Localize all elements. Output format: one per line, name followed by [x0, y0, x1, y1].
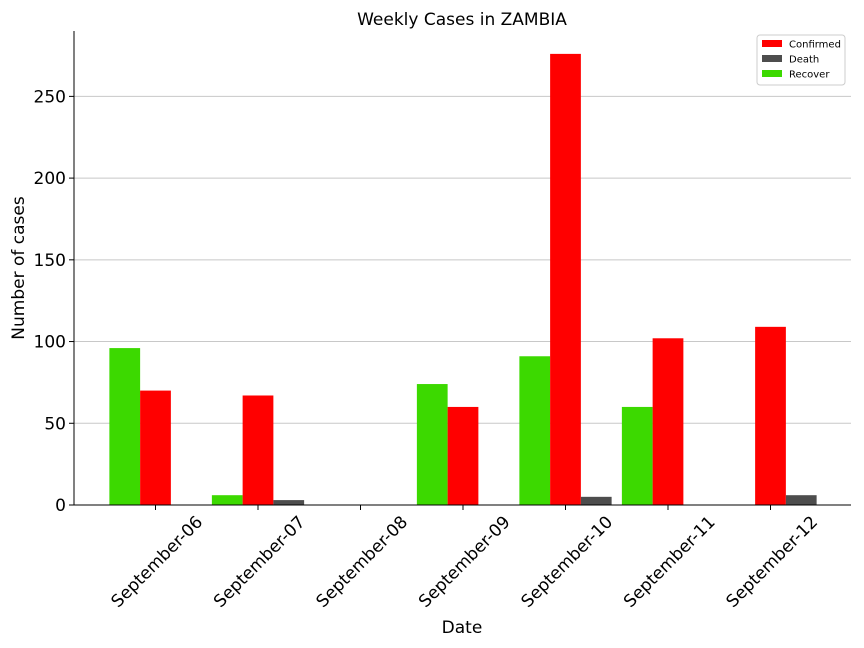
bar-death-september-12	[785, 495, 817, 505]
x-tick-label: September-06	[108, 512, 207, 611]
bar-confirmed-september-10	[550, 53, 581, 506]
y-tick-label: 150	[34, 251, 66, 271]
x-tick-label: September-07	[210, 512, 309, 611]
legend-label-recover: Recover	[789, 70, 830, 81]
bar-recover-september-07	[211, 495, 243, 505]
bar-death-september-10	[580, 496, 612, 505]
bar-recover-september-11	[621, 406, 653, 505]
x-tick-label: September-11	[620, 512, 719, 611]
bar-confirmed-september-07	[242, 395, 274, 505]
bar-confirmed-september-11	[652, 338, 684, 505]
x-tick-label: September-12	[723, 512, 822, 611]
x-ticks: September-06 September-07 September-08 Sept…	[108, 505, 822, 612]
chart-title: Weekly Cases in ZAMBIA	[357, 10, 567, 30]
y-axis-label: Number of cases	[9, 196, 29, 340]
y-tick-label: 0	[55, 496, 66, 516]
x-axis-label: Date	[442, 618, 483, 638]
y-tick-label: 250	[34, 87, 66, 107]
x-tick-label: September-09	[415, 512, 514, 611]
legend: Confirmed Death Recover	[756, 34, 846, 86]
legend-label-death: Death	[789, 55, 819, 66]
y-tick-label: 200	[34, 169, 66, 189]
y-ticks: 0 50 100 150 200 250	[34, 87, 74, 516]
legend-label-confirmed: Confirmed	[789, 40, 841, 51]
bar-death-september-07	[273, 500, 305, 505]
bar-recover-september-09	[416, 384, 448, 505]
y-tick-label: 50	[44, 414, 66, 434]
x-tick-label: September-08	[313, 512, 412, 611]
bar-recover-september-06	[109, 348, 141, 505]
bar-confirmed-september-09	[447, 406, 479, 505]
x-tick-label: September-10	[518, 512, 617, 611]
bars	[109, 53, 817, 506]
legend-swatch-death	[762, 55, 782, 62]
legend-swatch-confirmed	[762, 40, 782, 47]
legend-swatch-recover	[762, 70, 782, 77]
gridlines	[74, 95, 851, 424]
bar-recover-september-10	[519, 356, 551, 505]
bar-confirmed-september-06	[140, 390, 171, 505]
y-tick-label: 100	[34, 333, 66, 353]
bar-confirmed-september-12	[755, 326, 786, 505]
